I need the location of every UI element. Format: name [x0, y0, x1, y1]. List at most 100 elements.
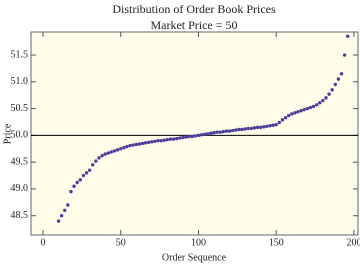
data-point: [122, 145, 126, 150]
data-point: [224, 129, 229, 133]
y-tick-label: 49.0: [11, 183, 29, 194]
data-point: [63, 208, 67, 213]
data-point: [112, 149, 117, 153]
data-point: [91, 163, 95, 167]
data-point: [56, 219, 61, 223]
x-tick-label: 150: [269, 237, 284, 248]
data-point: [181, 135, 185, 140]
data-point: [109, 150, 114, 154]
data-point: [308, 105, 313, 110]
data-point: [94, 159, 98, 163]
data-point: [106, 151, 110, 155]
data-point: [119, 147, 123, 151]
data-point: [255, 125, 260, 130]
y-tick-label: 51.5: [11, 49, 29, 60]
data-point: [190, 134, 194, 139]
data-point: [97, 156, 101, 160]
data-point: [156, 139, 160, 143]
data-point: [168, 137, 173, 141]
x-tick-label: 50: [116, 237, 126, 248]
data-point: [72, 184, 76, 188]
data-point: [274, 122, 278, 127]
data-point: [327, 92, 331, 96]
data-point: [230, 128, 235, 133]
data-point: [184, 135, 188, 139]
y-axis-label: Price: [2, 123, 13, 144]
data-point: [78, 178, 82, 182]
data-point: [218, 130, 222, 134]
data-point: [143, 141, 148, 145]
data-point: [165, 137, 170, 142]
data-point: [271, 123, 275, 127]
data-point: [262, 125, 266, 129]
data-point: [150, 140, 154, 144]
data-point: [206, 132, 210, 136]
data-point: [227, 129, 232, 133]
data-point: [252, 126, 257, 130]
y-tick-label: 50.5: [11, 103, 29, 114]
data-point: [209, 131, 213, 135]
data-point: [221, 129, 226, 134]
data-point: [159, 139, 163, 143]
data-point: [283, 115, 288, 120]
y-tick-label: 49.5: [11, 156, 29, 167]
data-point: [311, 104, 316, 109]
data-point: [305, 106, 310, 111]
data-point: [333, 82, 337, 87]
data-point: [258, 125, 263, 130]
data-point: [134, 142, 138, 147]
data-point: [302, 107, 306, 112]
data-point: [237, 127, 241, 132]
plot-area: [30, 31, 359, 236]
data-point: [69, 189, 73, 194]
data-point: [103, 152, 107, 156]
data-point: [66, 203, 70, 207]
data-point: [318, 101, 322, 105]
data-point: [280, 118, 285, 122]
data-point: [81, 173, 86, 178]
chart-subtitle: Market Price = 50: [150, 18, 237, 32]
x-tick-label: 200: [346, 237, 360, 248]
data-point: [314, 103, 319, 107]
data-point: [265, 124, 269, 128]
data-point: [290, 112, 294, 116]
data-point: [199, 133, 204, 137]
y-tick-label: 48.5: [11, 210, 29, 221]
x-tick-label: 100: [191, 237, 206, 248]
data-point: [346, 34, 350, 38]
data-point: [178, 136, 182, 140]
data-point: [153, 139, 157, 143]
data-point: [321, 98, 325, 103]
data-point: [140, 141, 145, 146]
data-point: [87, 168, 92, 172]
data-point: [202, 132, 207, 137]
data-point: [342, 53, 347, 57]
data-point: [125, 144, 129, 149]
data-point: [137, 142, 142, 146]
chart-title: Distribution of Order Book Prices: [112, 2, 276, 16]
y-tick-label: 50.0: [11, 130, 29, 141]
data-point: [147, 140, 151, 145]
x-tick-label: 0: [40, 237, 45, 248]
data-point: [243, 127, 247, 131]
data-point: [293, 111, 297, 115]
data-point: [336, 77, 341, 81]
data-point: [330, 88, 334, 92]
data-point: [196, 133, 201, 138]
data-point: [193, 134, 198, 138]
data-point: [339, 72, 344, 76]
data-point: [212, 130, 216, 135]
data-point: [240, 127, 244, 132]
data-point: [249, 126, 254, 131]
data-point: [234, 128, 238, 132]
data-point: [115, 148, 120, 152]
data-point: [215, 130, 219, 134]
data-point: [268, 124, 272, 128]
data-point: [277, 120, 282, 125]
data-point: [128, 143, 132, 148]
data-point: [324, 96, 328, 100]
data-point: [246, 126, 250, 131]
data-point: [162, 138, 166, 142]
data-point: [187, 134, 191, 139]
